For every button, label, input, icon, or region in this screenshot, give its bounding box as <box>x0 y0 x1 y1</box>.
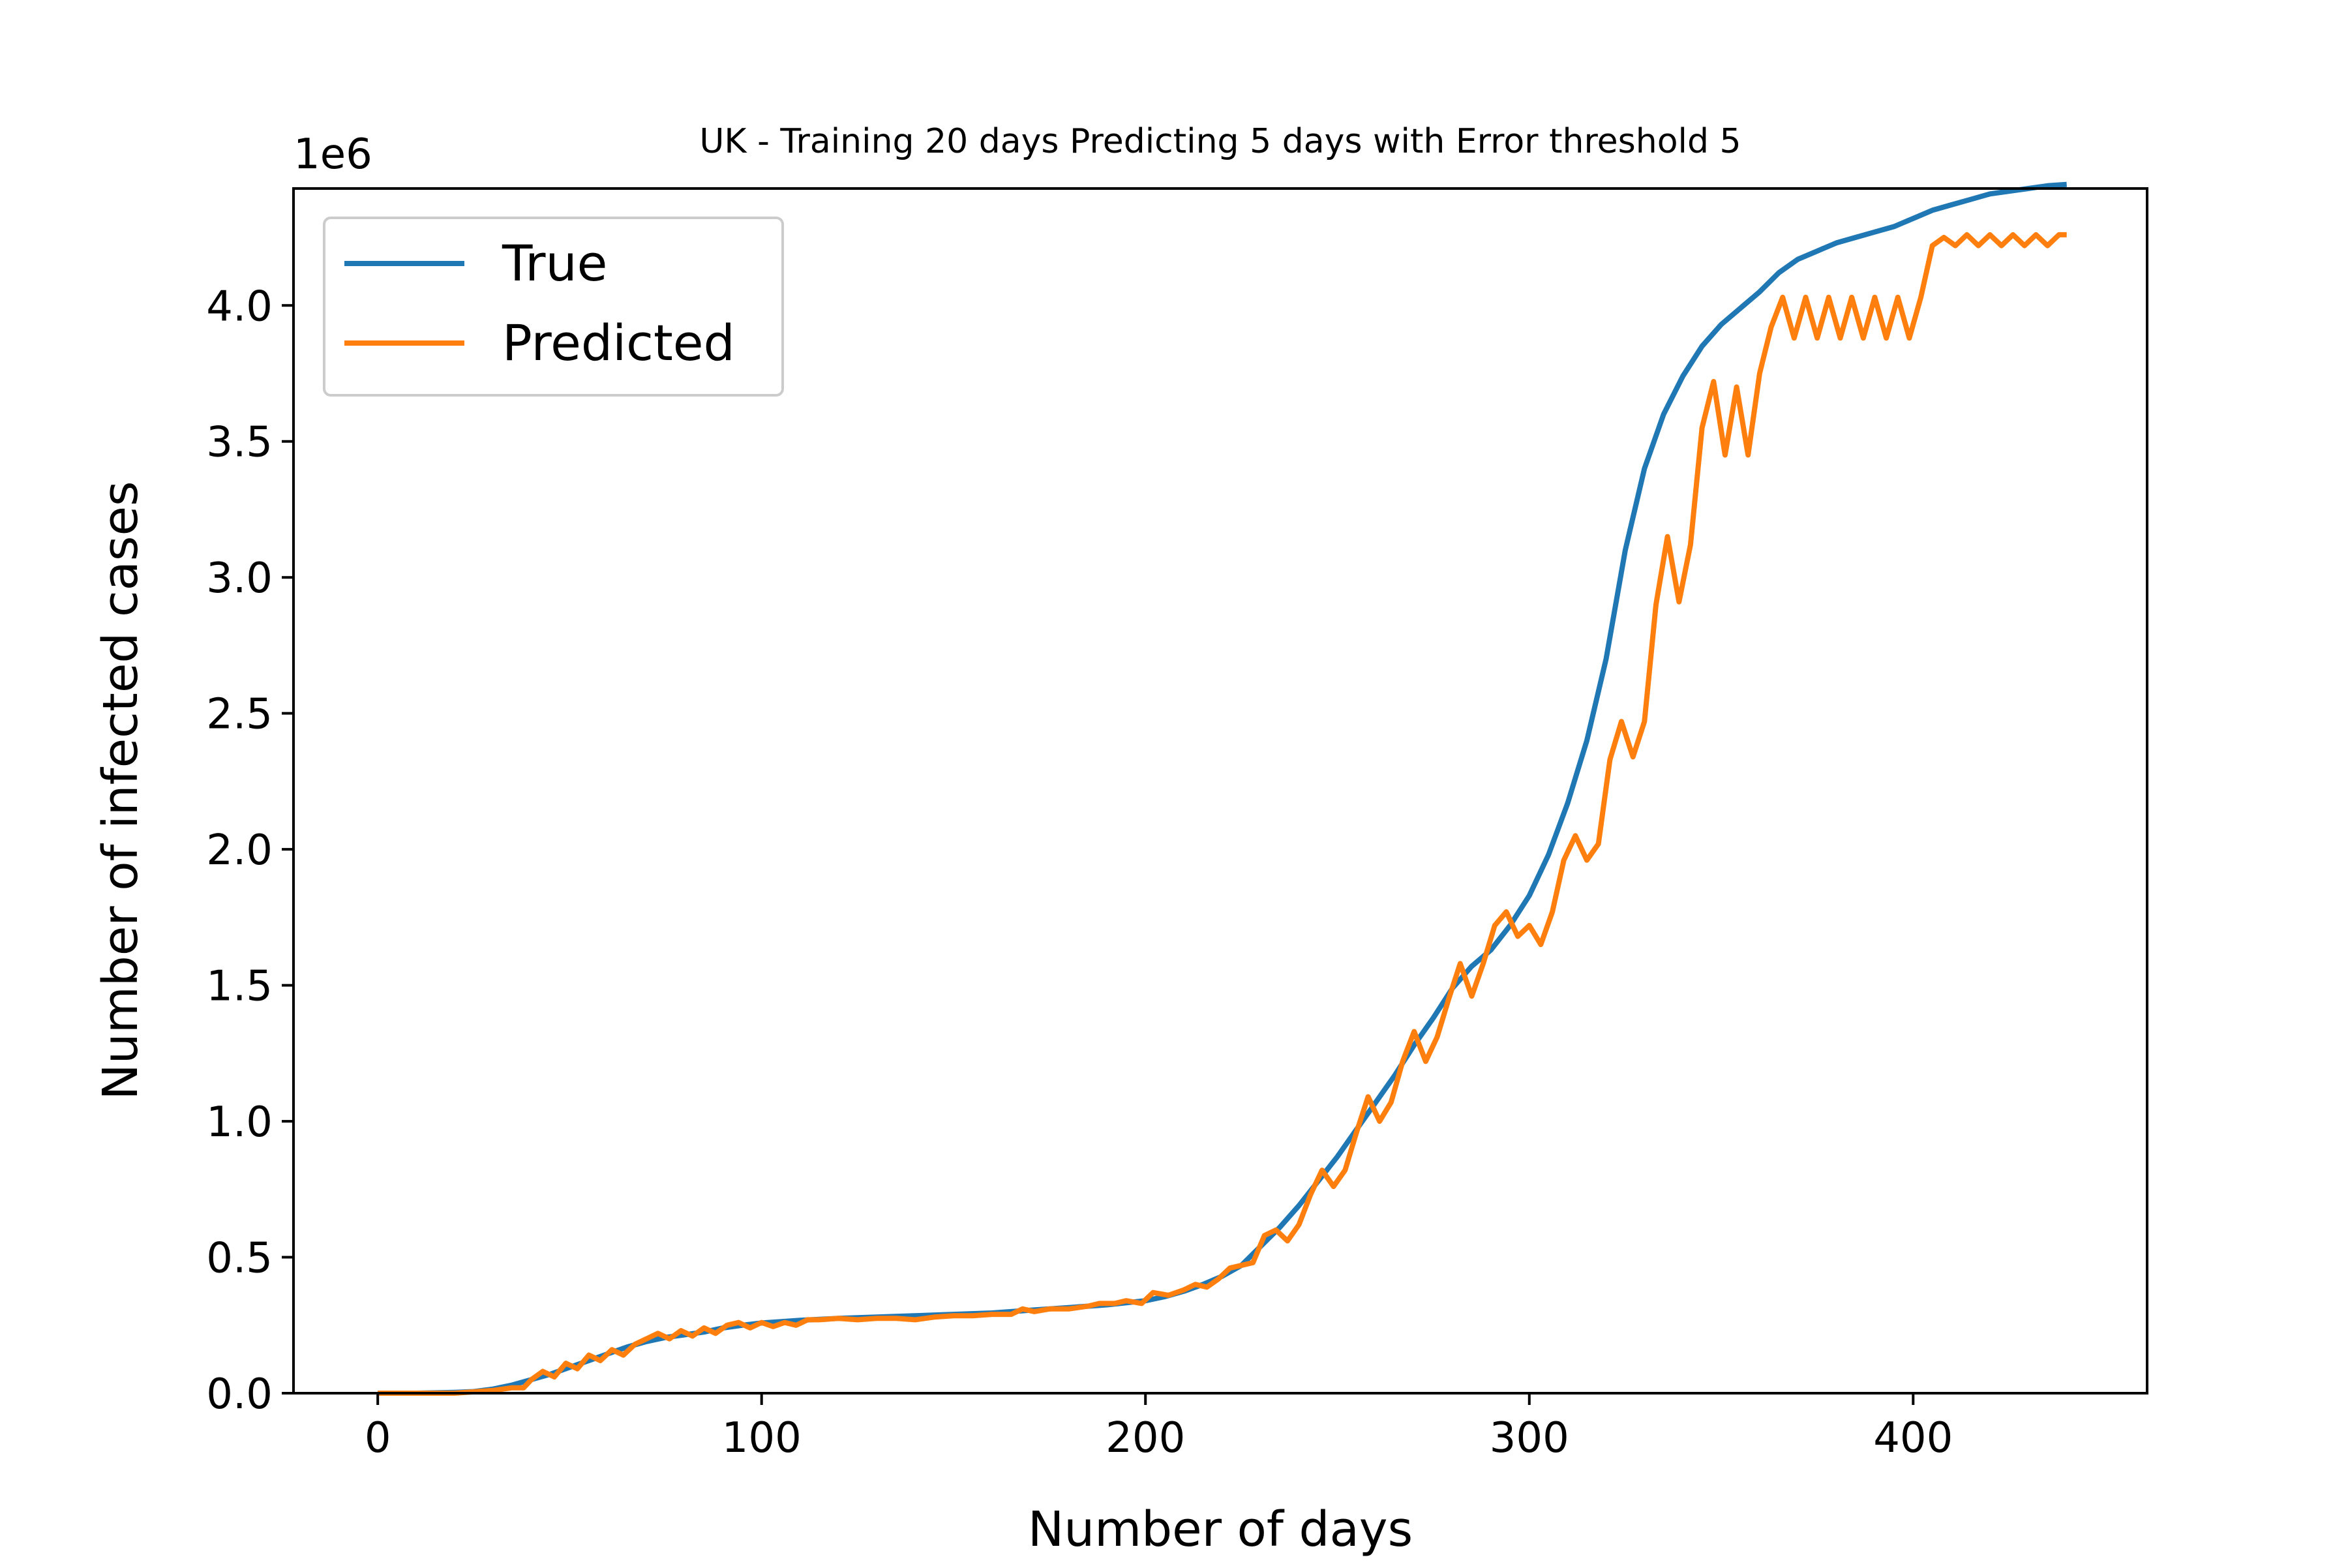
y-axis-label: Number of infected cases <box>93 481 149 1100</box>
y-scale-label: 1e6 <box>294 130 372 179</box>
x-tick-label: 300 <box>1490 1414 1569 1462</box>
y-tick-label: 1.5 <box>206 963 273 1011</box>
y-tick-label: 2.0 <box>206 826 273 875</box>
y-tick-label: 0.5 <box>206 1235 273 1283</box>
y-tick-label: 2.5 <box>206 691 273 739</box>
plot-frame <box>292 187 2148 1395</box>
x-tick-label: 100 <box>722 1414 802 1462</box>
legend-label-true: True <box>502 234 607 292</box>
x-axis-label: Number of days <box>1028 1501 1413 1558</box>
x-axis: 0 100 200 300 400 <box>365 1393 1953 1462</box>
y-axis: 0.0 0.5 1.0 1.5 2.0 2.5 3.0 3.5 4.0 <box>206 282 294 1419</box>
legend-label-predicted: Predicted <box>502 314 735 372</box>
x-tick-label: 0 <box>365 1414 391 1462</box>
series-line-true <box>378 181 2067 1396</box>
y-tick-label: 3.5 <box>206 419 273 467</box>
y-tick-label: 1.0 <box>206 1098 273 1147</box>
y-tick-label: 4.0 <box>206 282 273 331</box>
x-tick-label: 200 <box>1106 1414 1185 1462</box>
series-line-predicted <box>378 232 2067 1396</box>
x-tick-label: 400 <box>1873 1414 1953 1462</box>
chart-title: UK - Training 20 days Predicting 5 days … <box>699 122 1741 161</box>
y-tick-label: 0.0 <box>206 1370 273 1419</box>
legend: True Predicted <box>323 217 784 397</box>
series-layer <box>378 181 2067 1396</box>
y-tick-label: 3.0 <box>206 554 273 603</box>
